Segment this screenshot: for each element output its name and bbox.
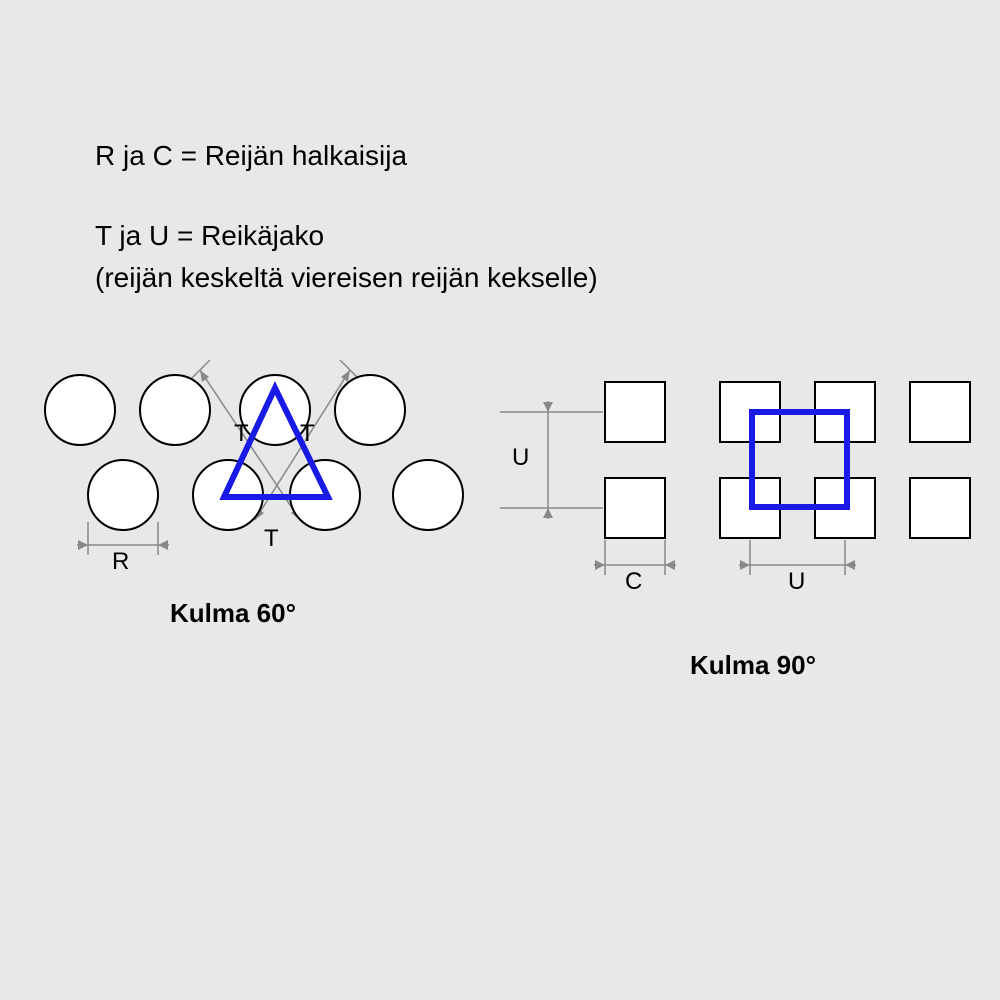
right-diagram	[0, 0, 1000, 750]
u-horizontal-label: U	[788, 568, 805, 596]
square	[605, 382, 665, 442]
square	[605, 478, 665, 538]
c-label: C	[625, 568, 642, 596]
right-caption: Kulma 90°	[690, 650, 816, 681]
diagram-container: R ja C = Reijän halkaisija T ja U = Reik…	[0, 0, 1000, 1000]
square	[910, 382, 970, 442]
square	[910, 478, 970, 538]
u-vertical-label: U	[512, 444, 529, 472]
